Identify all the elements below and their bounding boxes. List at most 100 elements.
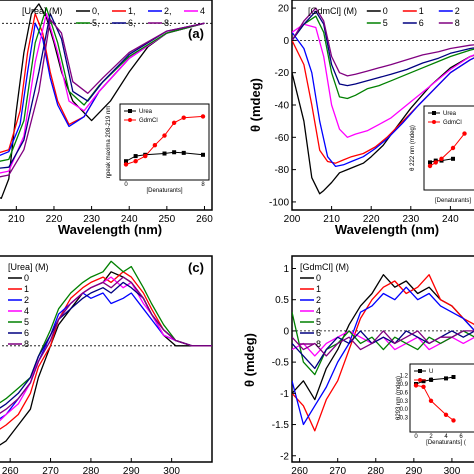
x-tick-label: 270 [42, 466, 59, 474]
legend-entry-2: 2, [164, 6, 172, 16]
inset-point-GdmCl [428, 398, 434, 403]
series-line-0 [0, 3, 205, 199]
inset-x-tick-label: 0 [414, 434, 418, 440]
inset-x-tick-label: 4 [444, 434, 448, 440]
legend-entry-2: 2 [455, 6, 460, 16]
y-tick-label: -80 [275, 165, 290, 176]
series-line-2 [292, 31, 474, 168]
legend-entry-1: 1 [24, 284, 29, 294]
legend-entry-0: 0 [24, 273, 29, 283]
inset-y-axis-label: ηpeak maxima 208-219 nm [106, 106, 112, 179]
series-group [292, 274, 474, 432]
inset-point-GdmCl [133, 159, 138, 164]
series-line-0 [0, 271, 212, 446]
inset-legend-entry: G [429, 378, 434, 384]
inset-point-GdmCl [171, 120, 177, 126]
inset-y-tick-label: 0.9 [400, 382, 409, 388]
legend-entry-6: 6 [316, 328, 321, 338]
series-line-6 [292, 10, 474, 87]
x-tick-label: 220 [363, 214, 380, 225]
x-tick-label: 260 [2, 466, 19, 474]
inset-point-GdmCl [462, 131, 467, 136]
x-tick-label: 280 [367, 466, 384, 474]
x-tick-label: 290 [123, 466, 140, 474]
inset-point-GdmCl [200, 114, 206, 119]
legend-title: [GdmCl] (M) [308, 6, 357, 16]
legend-entry-0: 0 [383, 6, 388, 16]
panel-1: 200 210 220 230 240200-20-40-60-80-100Wavele… [248, 0, 474, 237]
legend-entry-6: 6, [128, 18, 136, 28]
inset-point-GdmCl [427, 163, 433, 169]
inset-point-GdmCl [123, 162, 129, 167]
legend-entry-1: 1 [316, 284, 321, 294]
inset-legend-marker [128, 109, 132, 113]
inset-point-GdmCl [152, 143, 158, 148]
y-tick-label: -1 [280, 389, 289, 400]
inset-y-tick-label: 0.0 [400, 407, 409, 413]
inset-x-tick-label: 0 [124, 182, 128, 188]
y-tick-label: -0.5 [272, 358, 290, 369]
legend-entry-0: 0 [316, 273, 321, 283]
inset-legend-entry: GdmCl [139, 118, 158, 124]
legend-entry-8: 8 [455, 18, 460, 28]
series-line-4 [0, 276, 212, 422]
y-tick-label: 0.5 [275, 295, 289, 306]
panel-label: (a) [188, 26, 204, 41]
series-group [0, 3, 205, 199]
x-tick-label: 270 [329, 466, 346, 474]
y-tick-label: -60 [275, 133, 290, 144]
x-tick-label: 210 [8, 214, 25, 225]
inset-legend-marker [128, 118, 132, 122]
inset-x-axis-label: [Denaturants] [435, 198, 471, 204]
legend-entry-1: 1, [128, 6, 136, 16]
inset-point-GdmCl [433, 160, 438, 165]
inset-point-Urea [429, 377, 433, 382]
plot-frame [0, 0, 213, 211]
panel-3: 26027028029030010.50-0.5-1-1.5-2Waveleng… [242, 255, 474, 474]
inset-legend-marker [418, 369, 422, 373]
series-line-6 [0, 12, 205, 169]
inset-legend-entry: U [429, 369, 433, 375]
inset-point-GdmCl [439, 156, 444, 161]
series-line-2 [292, 286, 474, 426]
y-tick-label: 0 [283, 36, 289, 47]
legend-entry-8: 8. [164, 18, 172, 28]
inset-y-axis-label: θ293 nm (mdeg) [396, 376, 402, 420]
inset-frame [409, 363, 474, 433]
inset-legend-entry: GdmCl [443, 120, 462, 126]
y-tick-label: -2 [280, 451, 289, 462]
x-tick-label: 230 [83, 214, 100, 225]
x-axis-label: Wavelength (nm) [58, 222, 162, 237]
x-tick-label: 250 [159, 214, 176, 225]
inset-point-Urea [451, 375, 456, 379]
inset-point-Urea [162, 151, 167, 156]
panel-label: (c) [188, 260, 204, 275]
x-tick-label: 300 [444, 466, 461, 474]
series-line-6 [292, 330, 474, 370]
x-tick-label: 220 [46, 214, 63, 225]
legend-entry-0: 0, [92, 6, 100, 16]
inset-x-axis-label: [Denaturants] ( [426, 440, 466, 446]
inset-3: UG 0 2 4 6 1.2 0.9 0.6 0.3 0.0 -0.3 [Denaturants] (… [396, 363, 474, 446]
series-line-8 [292, 7, 474, 77]
inset-point-Urea [124, 159, 128, 164]
y-tick-label: -100 [269, 197, 289, 208]
y-tick-label: -40 [275, 101, 290, 112]
legend-title: [Urea] (M) [22, 6, 63, 16]
inset-legend-marker [432, 120, 436, 124]
inset-y-tick-label: 0.3 [400, 399, 409, 405]
series-line-8 [292, 330, 474, 357]
legend-entry-5: 5 [24, 317, 29, 327]
series-line-1 [292, 274, 474, 432]
series-line-4 [292, 23, 474, 138]
x-tick-label: 260 [196, 214, 213, 225]
inset-x-tick-label: 8 [201, 182, 205, 188]
x-tick-label: 240 [121, 214, 138, 225]
legend-entry-5: 5 [383, 18, 388, 28]
inset-point-Urea [201, 152, 205, 157]
plot-frame [291, 255, 474, 463]
inset-point-Urea [444, 376, 448, 381]
inset-point-GdmCl [443, 412, 449, 417]
inset-0: Urea GdmCl 0 8 [Denaturants] ηpeak maxima 208… [106, 103, 210, 194]
